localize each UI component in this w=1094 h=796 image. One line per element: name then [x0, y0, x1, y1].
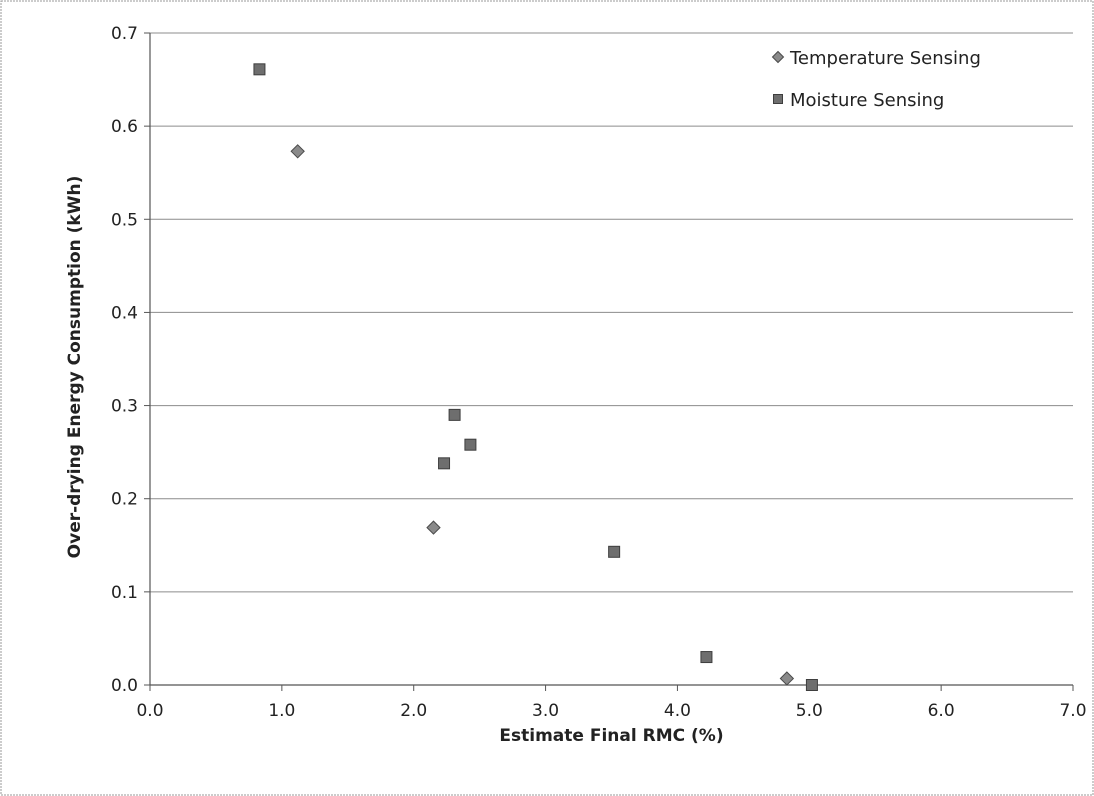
legend-marker-square-icon [773, 94, 783, 104]
y-tick-label: 0.6 [111, 117, 138, 137]
legend-item-temperature-sensing: Temperature Sensing [771, 48, 981, 69]
y-tick-label: 0.4 [111, 303, 138, 323]
legend: Temperature Sensing Moisture Sensing [771, 48, 981, 111]
y-tick-label: 0.0 [111, 676, 138, 696]
legend-item-moisture-sensing: Moisture Sensing [773, 90, 944, 111]
gridlines [150, 32, 1073, 593]
x-tick-label: 2.0 [400, 701, 427, 721]
data-point-moisture-sensing [253, 63, 266, 76]
x-tick-label: 0.0 [136, 701, 163, 721]
x-tick-label: 1.0 [268, 701, 295, 721]
data-point-temperature-sensing [290, 144, 305, 159]
data-point-temperature-sensing [779, 671, 795, 686]
legend-marker-diamond-icon [771, 50, 785, 64]
data-point-moisture-sensing [700, 651, 713, 664]
y-tick-label: 0.7 [111, 24, 138, 44]
y-tick-label: 0.5 [111, 210, 138, 230]
y-tick-label: 0.3 [111, 397, 138, 417]
y-tick-label: 0.1 [111, 583, 138, 603]
x-tick-label: 3.0 [532, 701, 559, 721]
x-tick-label: 5.0 [796, 701, 823, 721]
y-axis-title: Over-drying Energy Consumption (kWh) [65, 176, 85, 559]
y-tick-label: 0.2 [111, 490, 138, 510]
data-point-moisture-sensing [464, 438, 477, 451]
x-axis-title: Estimate Final RMC (%) [499, 726, 723, 746]
data-points [253, 63, 818, 691]
data-point-moisture-sensing [448, 408, 461, 421]
tick-labels: 0.0 0.1 0.2 0.3 0.4 0.5 0.6 0.7 0.0 1.0 2.0 3.0 4.0 5… [111, 24, 1087, 721]
data-point-moisture-sensing [438, 457, 451, 470]
data-point-temperature-sensing [426, 520, 441, 535]
data-point-moisture-sensing [805, 679, 818, 691]
legend-label-moisture-sensing: Moisture Sensing [790, 90, 944, 111]
x-tick-label: 6.0 [928, 701, 955, 721]
x-tick-label: 7.0 [1059, 701, 1086, 721]
data-point-moisture-sensing [608, 545, 621, 558]
x-tick-label: 4.0 [664, 701, 691, 721]
legend-label-temperature-sensing: Temperature Sensing [789, 48, 981, 69]
